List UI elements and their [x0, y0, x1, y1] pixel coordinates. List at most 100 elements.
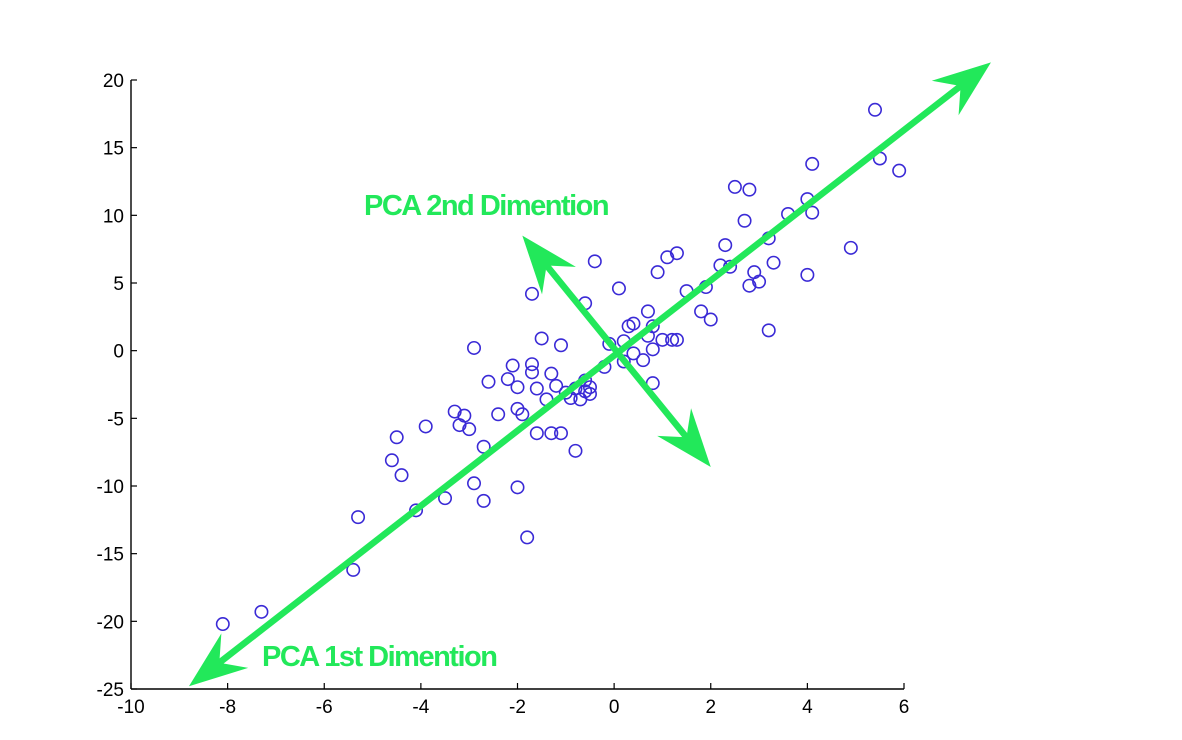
data-point — [727, 179, 742, 194]
data-point — [510, 480, 525, 495]
x-tick-label: 2 — [705, 697, 716, 718]
data-point — [524, 365, 539, 380]
data-point — [747, 265, 762, 280]
data-point — [215, 617, 230, 632]
data-point — [467, 340, 482, 355]
x-tick-label: 6 — [899, 697, 910, 718]
x-tick-label: 4 — [802, 697, 813, 718]
data-point — [669, 246, 684, 261]
x-tick-label: -10 — [117, 697, 144, 718]
data-point — [491, 407, 506, 422]
annotation-labels: PCA 1st Dimention PCA 2nd Dimention — [262, 190, 610, 673]
data-point — [351, 510, 366, 525]
y-tick-label: -10 — [97, 477, 124, 498]
data-point — [660, 250, 675, 265]
x-tick-label: -4 — [412, 697, 429, 718]
data-point — [587, 254, 602, 269]
y-tick-label: -25 — [97, 680, 124, 701]
data-point — [669, 332, 684, 347]
x-tick-label: -6 — [316, 697, 333, 718]
data-point — [553, 338, 568, 353]
data-point — [665, 332, 680, 347]
data-point — [843, 240, 858, 255]
data-point — [766, 255, 781, 270]
data-point — [737, 213, 752, 228]
data-point — [384, 453, 399, 468]
data-point — [626, 346, 641, 361]
data-point — [805, 156, 820, 171]
pca-2nd-dimension-label: PCA 2nd Dimention — [364, 190, 608, 222]
data-point — [645, 342, 660, 357]
pca-1st-dimension-label: PCA 1st Dimention — [262, 641, 496, 673]
y-tick-label: -20 — [97, 612, 124, 633]
data-point — [346, 562, 361, 577]
data-point — [582, 386, 597, 401]
data-point — [626, 316, 641, 331]
data-point — [568, 443, 583, 458]
data-point — [254, 604, 269, 619]
y-tick-label: -5 — [107, 409, 124, 430]
x-tick-label: -8 — [219, 697, 236, 718]
data-point — [505, 358, 520, 373]
data-point — [636, 353, 651, 368]
pca-1st-dimension-arrow-head-end — [931, 62, 991, 116]
data-point — [510, 380, 525, 395]
y-tick-label: 15 — [103, 139, 124, 160]
data-point — [549, 378, 564, 393]
x-axis-ticks: -10 -8 -6 -4 -2 0 2 4 6 — [117, 683, 909, 718]
plot-axes: -10 -8 -6 -4 -2 0 2 4 6 -25 -20 -15 -10 -5 0 5 10 15 20 — [97, 71, 910, 718]
data-point — [544, 366, 559, 381]
scatter-points — [215, 102, 907, 632]
data-point — [457, 408, 472, 423]
data-point — [481, 374, 496, 389]
data-point — [467, 476, 482, 491]
pca-1st-dimension-arrow-head-start — [188, 633, 249, 687]
data-point — [524, 357, 539, 372]
data-point — [500, 372, 515, 387]
principal-component-arrows — [188, 62, 991, 687]
data-point — [742, 278, 757, 293]
data-point — [529, 381, 544, 396]
data-point — [868, 102, 883, 117]
data-point — [524, 286, 539, 301]
data-point — [520, 530, 535, 545]
data-point — [529, 426, 544, 441]
data-point — [805, 205, 820, 220]
data-point — [703, 312, 718, 327]
data-point — [655, 332, 670, 347]
data-point — [476, 493, 491, 508]
data-point — [718, 238, 733, 253]
pca-2nd-dimension-arrow-shaft — [538, 256, 695, 446]
pca-2nd-dimension-arrow-head-end — [657, 408, 711, 468]
data-point — [800, 267, 815, 282]
data-point — [611, 281, 626, 296]
y-axis-ticks: -25 -20 -15 -10 -5 0 5 10 15 20 — [97, 71, 137, 701]
data-point — [389, 430, 404, 445]
pca-2nd-dimension-arrow-head-start — [522, 235, 576, 295]
data-point — [582, 380, 597, 395]
x-tick-label: 0 — [609, 697, 620, 718]
data-point — [650, 265, 665, 280]
data-point — [553, 426, 568, 441]
data-point — [892, 163, 907, 178]
y-tick-label: 20 — [103, 71, 124, 92]
data-point — [447, 404, 462, 419]
y-tick-label: 5 — [113, 274, 124, 295]
y-tick-label: 0 — [113, 342, 124, 363]
data-point — [761, 323, 776, 338]
data-point — [418, 419, 433, 434]
data-point — [394, 468, 409, 483]
data-point — [742, 182, 757, 197]
data-point — [515, 407, 530, 422]
data-point — [694, 304, 709, 319]
y-tick-label: 10 — [103, 206, 124, 227]
pca-1st-dimension-arrow-shaft — [210, 78, 970, 671]
data-point — [752, 274, 767, 289]
data-point — [544, 426, 559, 441]
data-point — [438, 491, 453, 506]
data-point — [534, 331, 549, 346]
y-tick-label: -15 — [97, 545, 124, 566]
data-point — [640, 304, 655, 319]
data-point — [462, 422, 477, 437]
